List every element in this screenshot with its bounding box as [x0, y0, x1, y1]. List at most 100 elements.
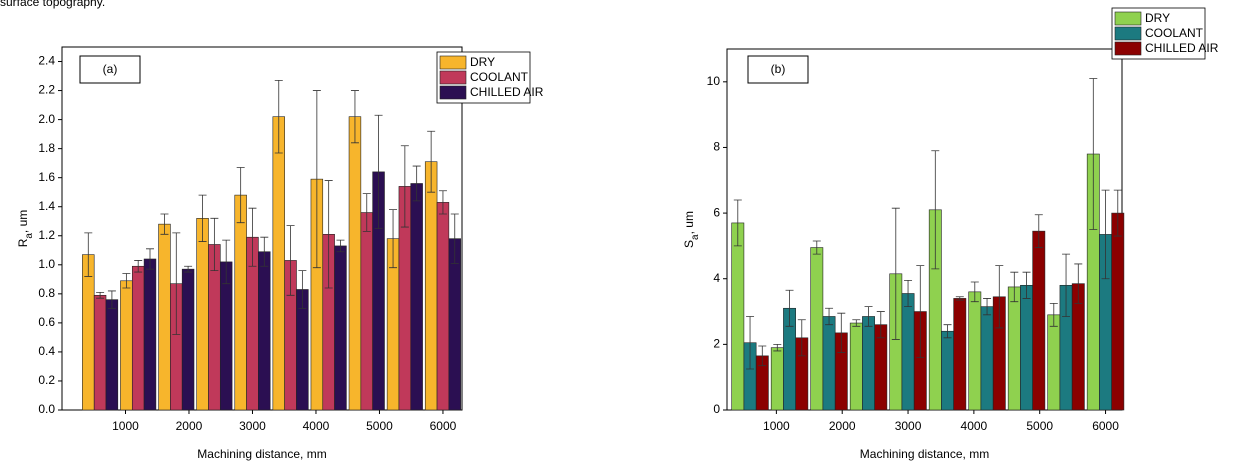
bar-group [1020, 271, 1033, 411]
error-bar [286, 225, 295, 296]
error-bar [904, 279, 913, 308]
bar [731, 222, 745, 411]
y-axis-label-part: R [16, 238, 30, 247]
x-tick-label: 1000 [763, 419, 790, 433]
bar-group [953, 296, 967, 411]
y-tick-label: 1.6 [38, 170, 55, 184]
error-bar [970, 281, 979, 303]
bar [196, 218, 209, 411]
bar [968, 291, 982, 411]
bar-group [941, 324, 954, 411]
bar-group [158, 213, 171, 411]
bar-group [234, 167, 247, 411]
bar-group [334, 239, 347, 411]
bar-group [822, 307, 836, 411]
error-bar [1010, 271, 1019, 303]
bar-group [889, 207, 903, 411]
legend-label: DRY [1145, 11, 1170, 25]
error-bar [931, 150, 940, 270]
bar-group [310, 90, 324, 411]
error-bar [1022, 271, 1031, 299]
y-axis-label-part: , um [16, 210, 30, 233]
legend-swatch [439, 85, 467, 100]
error-bar [1049, 302, 1058, 327]
error-bar [1089, 78, 1098, 230]
legend-label: COOLANT [1145, 26, 1204, 40]
panel-box [79, 55, 141, 84]
error-bar [916, 265, 925, 358]
bar-group [834, 312, 848, 411]
bar [1032, 230, 1046, 411]
error-bar [864, 306, 873, 327]
header-text: surface topography. [0, 0, 105, 9]
bar [181, 268, 195, 411]
bar-group [246, 207, 259, 411]
bar-group [795, 319, 809, 411]
legend-label: COOLANT [470, 70, 529, 84]
error-bar [146, 248, 154, 270]
y-tick-label: 2.4 [38, 54, 55, 68]
bar-group [410, 165, 423, 411]
x-tick-label: 4000 [961, 419, 988, 433]
x-axis-label: Machining distance, mm [860, 447, 989, 461]
legend-swatch [1114, 11, 1142, 26]
y-tick-label: 0.4 [38, 344, 55, 358]
error-bar [955, 296, 964, 301]
error-bar [852, 319, 861, 327]
bar-group [901, 279, 915, 411]
bar [953, 298, 967, 411]
error-bar [1074, 263, 1083, 304]
y-tick-label: 1.0 [38, 257, 55, 271]
bar [158, 223, 171, 411]
error-bar [995, 265, 1004, 329]
bar-group [913, 265, 927, 411]
y-tick-label: 8 [713, 140, 720, 154]
error-bar [122, 273, 131, 289]
bar [120, 280, 133, 411]
error-bar [797, 319, 806, 357]
x-tick-label: 2000 [176, 419, 203, 433]
error-bar [773, 343, 782, 352]
bar [1047, 314, 1061, 411]
bar-group [93, 291, 107, 411]
bar-group [258, 236, 271, 411]
error-bar [785, 289, 794, 327]
bar-group [131, 260, 145, 411]
bar-group [170, 232, 183, 411]
error-bar [400, 145, 409, 228]
bar [131, 265, 145, 411]
y-tick-label: 2 [713, 337, 720, 351]
y-axis-label: Ra, um [16, 210, 35, 248]
bar [849, 322, 863, 411]
legend-swatch [439, 70, 467, 85]
x-tick-label: 6000 [430, 419, 457, 433]
bar-group [849, 319, 863, 411]
bar-group [284, 225, 297, 411]
bar [234, 194, 247, 411]
error-bar [312, 90, 321, 269]
y-axis-label-part: a [690, 234, 701, 240]
error-bar [350, 90, 359, 144]
bar-group [196, 194, 209, 411]
y-axis-label: Sa, um [682, 211, 701, 248]
bar-group [386, 209, 400, 411]
error-bar [374, 114, 383, 229]
bar-group [928, 150, 942, 411]
bar [360, 212, 373, 411]
error-bar [983, 298, 992, 316]
y-tick-label: 0.6 [38, 315, 55, 329]
error-bar [210, 217, 219, 272]
y-tick-label: 0.0 [38, 402, 55, 416]
bar-group [120, 273, 133, 411]
bar-group [755, 345, 769, 411]
legend-label: DRY [470, 55, 495, 69]
x-tick-label: 5000 [1026, 419, 1053, 433]
error-bar [450, 213, 459, 264]
bar [901, 293, 915, 411]
bar-group [143, 248, 157, 411]
bar-group [968, 281, 982, 411]
bar-group [980, 298, 994, 411]
x-tick-label: 2000 [829, 419, 856, 433]
